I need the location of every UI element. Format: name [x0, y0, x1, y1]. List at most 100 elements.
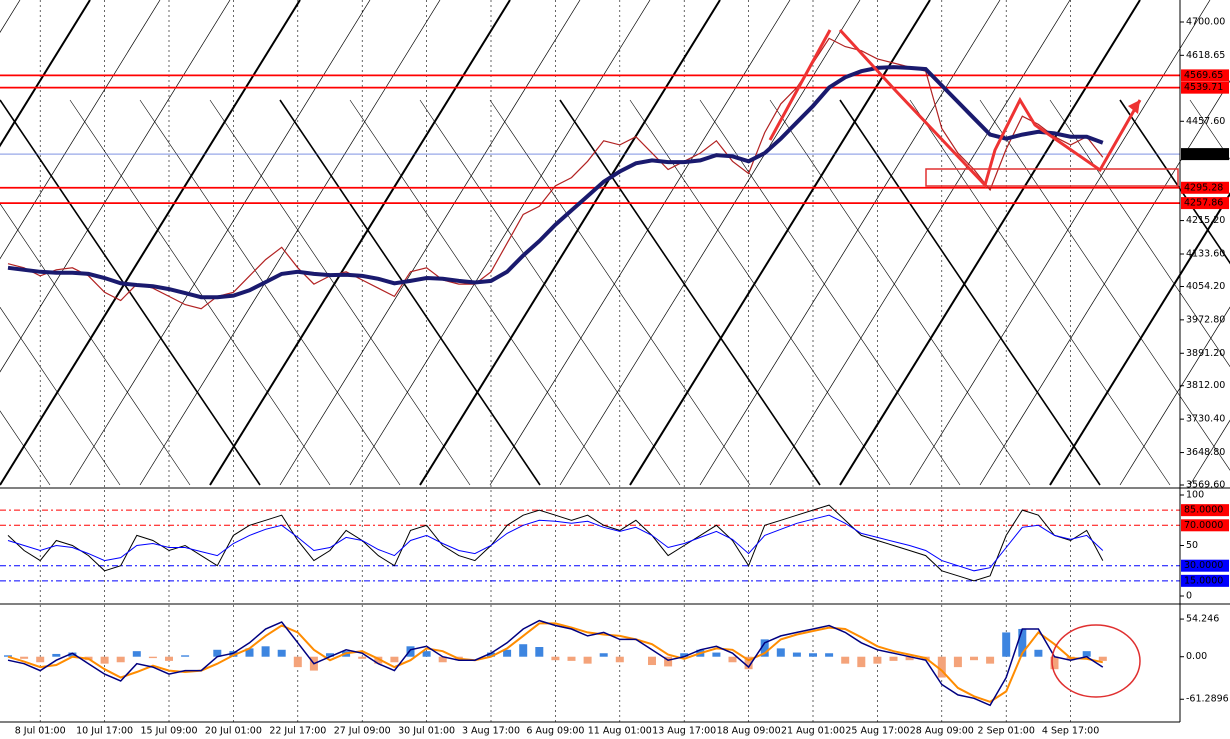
fan-line: [139, 0, 441, 486]
fan-line: [279, 0, 581, 486]
histogram-bar: [760, 639, 769, 657]
fan-line: [489, 0, 791, 486]
histogram-bar: [1098, 656, 1107, 661]
y-tick-label: 0: [1186, 591, 1192, 602]
y-tick-label: 100: [1186, 490, 1204, 501]
y-tick-label: 4054.20: [1186, 281, 1225, 292]
fan-line: [769, 0, 1071, 486]
fan-line: [559, 0, 861, 486]
y-tick-label: 4457.60: [1186, 116, 1225, 127]
level-label: 4295.28: [1184, 182, 1223, 193]
level-label: 70.0000: [1184, 520, 1223, 531]
y-tick-label: 4618.65: [1186, 50, 1225, 61]
x-tick-label: 25 Aug 17:00: [845, 726, 909, 737]
histogram-bar: [680, 653, 689, 657]
level-label-box: [1181, 69, 1229, 82]
fan-line: [0, 99, 261, 486]
histogram-bar: [776, 648, 785, 657]
y-tick-label: 50: [1186, 540, 1198, 551]
histogram-bar: [1082, 651, 1091, 657]
histogram-bar: [648, 656, 656, 666]
x-tick-label: 27 Jul 09:00: [334, 726, 391, 737]
fan-line: [1119, 99, 1230, 265]
histogram-bar: [664, 656, 673, 667]
fan-line: [0, 203, 191, 486]
fan-line: [979, 80, 1230, 486]
y-tick-label: 3891.20: [1186, 348, 1225, 359]
histogram-bar: [873, 656, 882, 664]
level-label-box: [1181, 81, 1229, 94]
histogram-bar: [792, 652, 801, 657]
y-tick-label: -61.2896: [1186, 694, 1229, 705]
histogram-bar: [100, 656, 109, 664]
x-tick-label: 18 Aug 09:00: [717, 726, 781, 737]
series-line: [7, 65, 1104, 300]
fan-line: [699, 0, 1001, 486]
histogram-bar: [905, 656, 914, 661]
fan-line: [1049, 192, 1230, 486]
x-tick-label: 8 Jul 01:00: [15, 726, 66, 737]
fan-line: [279, 99, 541, 486]
fan-line: [1119, 306, 1230, 486]
x-tick-label: 22 Jul 17:00: [269, 726, 326, 737]
histogram-bar: [4, 655, 12, 657]
histogram-bar: [857, 656, 866, 668]
fan-line: [419, 99, 681, 486]
level-label-box: [1181, 519, 1229, 532]
x-tick-label: 30 Jul 01:00: [398, 726, 455, 737]
histogram-bar: [293, 656, 302, 668]
level-label-box: [1181, 559, 1229, 572]
fan-line: [0, 0, 161, 260]
fan-line: [699, 99, 961, 486]
histogram-bar: [277, 649, 286, 657]
histogram-bar: [825, 653, 834, 657]
x-tick-label: 21 Aug 01:00: [781, 726, 845, 737]
histogram-bar: [358, 656, 367, 659]
histogram-bar: [116, 656, 125, 663]
fan-line: [629, 99, 891, 486]
fan-line: [349, 0, 651, 486]
histogram-bar: [213, 649, 222, 657]
fan-line: [419, 0, 721, 486]
histogram-bar: [52, 653, 61, 657]
level-label-box: [1181, 504, 1229, 517]
fan-line: [839, 0, 1141, 486]
histogram-bar: [326, 653, 334, 657]
fan-line: [0, 306, 121, 486]
fan-line: [839, 99, 1101, 486]
x-tick-label: 13 Aug 17:00: [652, 726, 716, 737]
fan-line: [0, 0, 301, 486]
fan-line: [559, 99, 821, 486]
level-label-box: [1181, 181, 1229, 194]
histogram-bar: [406, 646, 415, 657]
x-tick-label: 6 Aug 09:00: [526, 726, 584, 737]
fan-line: [909, 0, 1211, 486]
histogram-bar: [551, 656, 560, 661]
histogram-bar: [36, 656, 45, 663]
histogram-bar: [986, 656, 995, 664]
histogram-bar: [487, 652, 495, 657]
y-tick-label: 3812.00: [1186, 380, 1225, 391]
histogram-bar: [937, 656, 946, 678]
y-tick-label: 54.246: [1186, 614, 1219, 625]
histogram-bar: [132, 651, 141, 657]
level-label: 15.0000: [1184, 575, 1223, 586]
y-tick-label: 3569.60: [1186, 480, 1225, 491]
arrow: [838, 28, 1142, 188]
x-tick-label: 28 Aug 09:00: [910, 726, 974, 737]
level-label-box: [1181, 574, 1229, 587]
histogram-bar: [1002, 632, 1011, 657]
fan-line: [139, 99, 401, 486]
histogram-bar: [68, 652, 77, 657]
histogram-bar: [438, 656, 447, 663]
x-tick-label: 10 Jul 17:00: [76, 726, 133, 737]
histogram-bar: [374, 656, 383, 664]
histogram-bar: [165, 656, 173, 661]
y-tick-label: 4215.20: [1186, 215, 1225, 226]
histogram-bar: [519, 644, 528, 657]
y-tick-label: 4700.00: [1186, 17, 1225, 28]
histogram-bar: [148, 656, 157, 659]
highlight-circle: [1051, 624, 1141, 698]
histogram-bar: [390, 656, 399, 663]
